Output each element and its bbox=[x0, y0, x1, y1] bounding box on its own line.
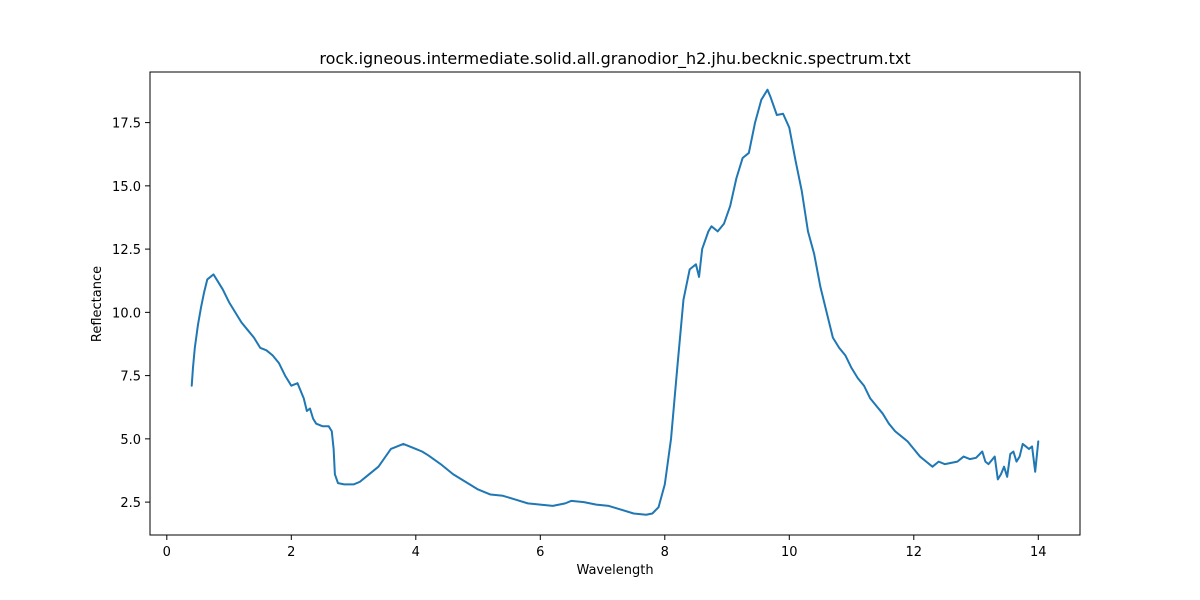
y-tick-label: 2.5 bbox=[120, 496, 141, 511]
x-tick-label: 14 bbox=[1030, 545, 1047, 560]
chart-title: rock.igneous.intermediate.solid.all.gran… bbox=[319, 49, 910, 69]
y-tick-label: 17.5 bbox=[112, 117, 141, 132]
x-tick-label: 8 bbox=[661, 545, 669, 560]
x-tick-label: 12 bbox=[906, 545, 923, 560]
x-tick-label: 6 bbox=[536, 545, 544, 560]
x-axis-label: Wavelength bbox=[576, 563, 653, 578]
x-tick-label: 2 bbox=[287, 545, 295, 560]
series-layer bbox=[190, 88, 1040, 516]
y-axis-ticks: 2.5 5.0 7.5 10.0 12.5 15.0 17.5 bbox=[112, 117, 150, 511]
plot-frame bbox=[149, 71, 1081, 536]
y-tick-label: 7.5 bbox=[120, 370, 141, 385]
x-tick-label: 4 bbox=[412, 545, 420, 560]
y-axis-label: Reflectance bbox=[90, 266, 105, 342]
y-tick-label: 12.5 bbox=[112, 243, 141, 258]
x-axis-ticks: 0 2 4 6 8 10 12 14 bbox=[163, 535, 1047, 560]
y-tick-label: 5.0 bbox=[120, 433, 141, 448]
x-tick-label: 0 bbox=[163, 545, 171, 560]
y-tick-label: 15.0 bbox=[112, 180, 141, 195]
x-tick-label: 10 bbox=[781, 545, 798, 560]
y-tick-label: 10.0 bbox=[112, 306, 141, 321]
series-line-0 bbox=[190, 88, 1040, 516]
